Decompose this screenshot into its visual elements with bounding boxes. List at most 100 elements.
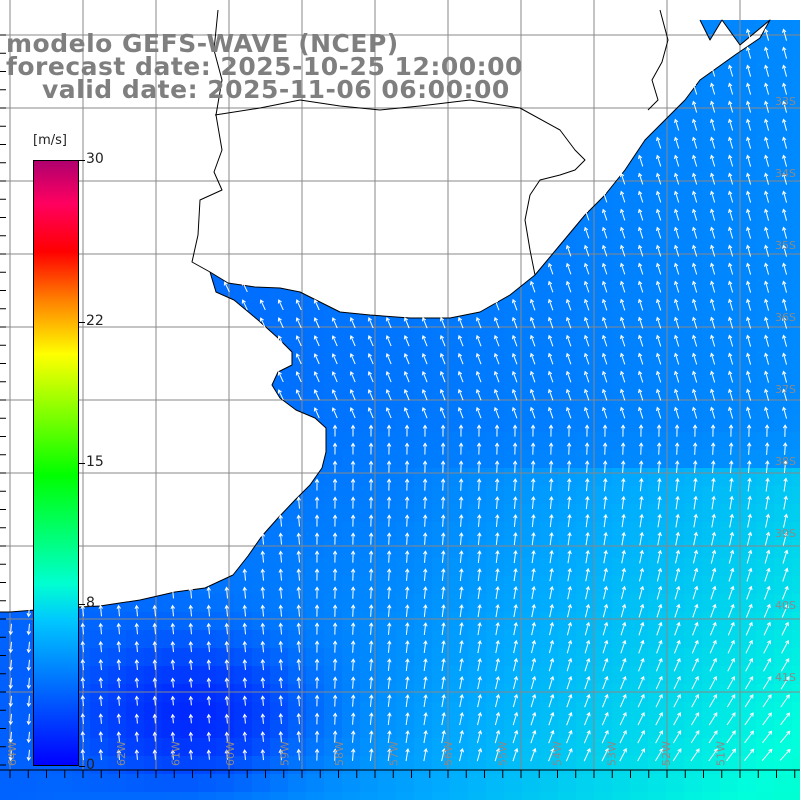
wind-speed-cell [594,378,612,396]
wind-speed-cell [288,702,306,720]
wind-arrow [278,713,284,725]
wind-arrow [657,495,662,510]
wind-arrow [224,586,229,599]
wind-speed-cell [738,432,756,450]
wind-speed-cell [666,540,684,558]
wind-speed-cell [0,720,18,738]
wind-speed-cell [756,630,774,648]
wind-speed-cell [18,648,36,666]
wind-speed-cell [324,576,342,594]
wind-speed-cell [450,702,468,720]
wind-arrow [26,605,32,618]
wind-speed-cell [432,612,450,630]
wind-arrow [601,370,608,383]
wind-speed-cell [792,666,800,684]
wind-speed-cell [666,630,684,648]
wind-arrow [692,585,699,600]
wind-arrow [26,641,32,654]
wind-speed-cell [774,252,792,270]
wind-speed-cell [252,558,270,576]
wind-speed-cell [648,414,666,432]
wind-speed-cell [342,774,360,792]
wind-arrow [711,531,717,546]
wind-speed-cell [324,324,342,342]
wind-arrow [602,424,608,437]
wind-speed-cell [594,504,612,522]
wind-arrow [495,639,500,654]
wind-speed-cell [774,738,792,756]
wind-arrow [764,82,770,95]
wind-speed-cell [144,738,162,756]
wind-arrow [764,298,770,311]
wind-arrow [637,280,644,293]
wind-arrow [224,604,229,617]
wind-speed-cell [468,720,486,738]
wind-speed-cell [774,144,792,162]
wind-arrow [691,172,698,185]
wind-speed-cell [738,540,756,558]
wind-speed-cell [522,486,540,504]
wind-arrow [655,154,662,167]
wind-speed-cell [774,90,792,108]
wind-arrow [672,730,682,744]
wind-arrow [709,280,716,293]
wind-arrow [224,713,230,724]
wind-arrow [422,478,428,491]
wind-speed-cell [450,774,468,792]
wind-arrow [565,280,572,293]
wind-speed-cell [666,468,684,486]
wind-speed-cell [612,774,630,792]
wind-arrow [709,694,718,708]
wind-speed-cell [504,432,522,450]
wind-arrow [637,711,645,726]
wind-speed-cell [630,486,648,504]
wind-speed-cell [378,522,396,540]
wind-speed-cell [396,504,414,522]
wind-arrow [152,713,158,724]
wind-arrow [728,549,735,564]
wind-arrow [729,460,734,473]
wind-arrow [709,154,716,167]
wind-arrow [746,244,752,257]
wind-speed-cell [432,414,450,432]
wind-arrow [691,693,699,708]
wind-arrow [548,675,555,690]
wind-speed-cell [324,684,342,702]
wind-speed-cell [270,774,288,792]
wind-speed-cell [630,252,648,270]
wind-arrow [782,388,788,401]
wind-speed-cell [270,630,288,648]
wind-speed-cell [792,36,800,54]
wind-arrow [727,639,735,654]
wind-arrow [638,585,645,600]
wind-speed-cell [630,612,648,630]
wind-speed-cell [576,594,594,612]
wind-arrow [385,407,392,419]
wind-speed-cell [666,360,684,378]
wind-speed-cell [378,594,396,612]
wind-arrow [296,694,302,707]
wind-arrow [620,621,627,636]
wind-arrow [657,460,662,473]
colorbar-tick-label: 22 [86,312,104,329]
wind-arrow [531,603,536,618]
wind-arrow [603,513,608,528]
wind-speed-cell [666,126,684,144]
wind-speed-cell [756,738,774,756]
wind-arrow [152,604,157,617]
wind-speed-cell [360,450,378,468]
wind-speed-cell [630,288,648,306]
wind-arrow [349,407,356,419]
wind-arrow [331,353,338,365]
lon-label: 60W [224,741,237,766]
wind-arrow [477,657,482,672]
wind-speed-cell [630,216,648,234]
wind-speed-cell [324,594,342,612]
lon-label: 56W [442,741,455,766]
wind-speed-cell [594,666,612,684]
wind-arrow [206,604,211,617]
wind-speed-cell [486,558,504,576]
wind-speed-cell [324,342,342,360]
wind-arrow [313,353,320,365]
wind-arrow [566,729,573,744]
